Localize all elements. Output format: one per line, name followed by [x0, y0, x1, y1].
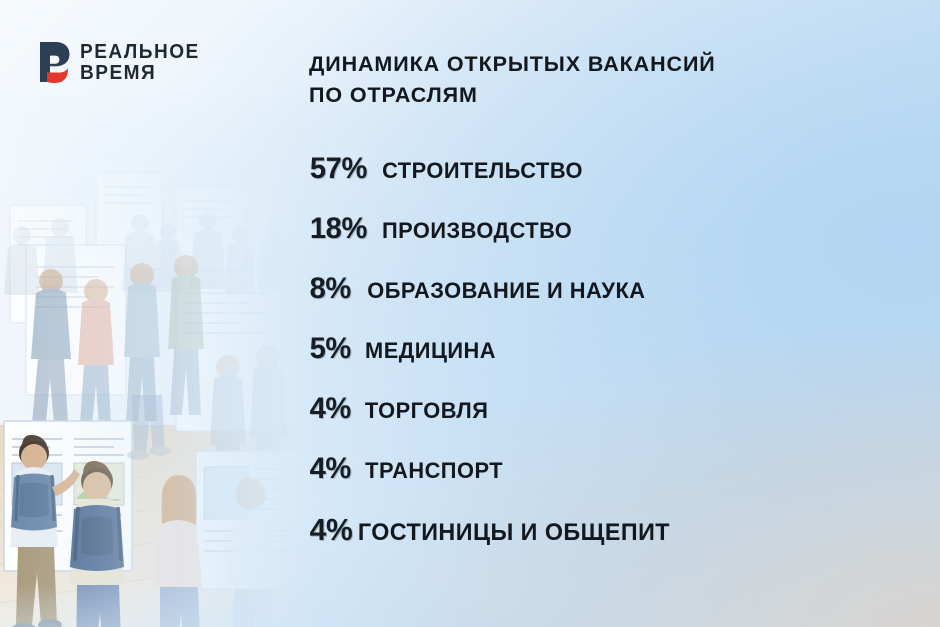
career-fair-photo: [0, 95, 330, 627]
stat-label: ГОСТИНИЦЫ И ОБЩЕПИТ: [357, 519, 671, 546]
list-item: 18% ПРОИЗВОДСТВО: [309, 212, 909, 272]
stat-percent: 4%: [309, 512, 353, 547]
stat-percent: 18%: [309, 212, 367, 245]
brand-logo[interactable]: РЕАЛЬНОЕ ВРЕМЯ: [38, 41, 209, 84]
stat-label: ТОРГОВЛЯ: [364, 398, 488, 423]
stat-label: ПРОИЗВОДСТВО: [381, 218, 573, 243]
stat-percent: 4%: [309, 392, 352, 425]
list-item: 4% ГОСТИНИЦЫ И ОБЩЕПИТ: [309, 512, 909, 572]
realnoe-vremya-logo-icon: [40, 42, 70, 83]
stat-label: СТРОИТЕЛЬСТВО: [381, 158, 583, 183]
stat-label: МЕДИЦИНА: [364, 338, 496, 363]
stat-percent: 4%: [309, 452, 352, 485]
list-item: 8% ОБРАЗОВАНИЕ И НАУКА: [309, 272, 909, 332]
title-line-1: ДИНАМИКА ОТКРЫТЫХ ВАКАНСИЙ: [309, 52, 716, 77]
stat-percent: 5%: [309, 332, 352, 365]
logo-text-line2: ВРЕМЯ: [80, 60, 157, 84]
stat-label: ОБРАЗОВАНИЕ И НАУКА: [366, 278, 646, 303]
page-title: ДИНАМИКА ОТКРЫТЫХ ВАКАНСИЙ ПО ОТРАСЛЯМ: [309, 49, 869, 110]
stat-percent: 57%: [309, 152, 367, 185]
list-item: 4% ТРАНСПОРТ: [309, 452, 909, 512]
logo-text-line1: РЕАЛЬНОЕ: [80, 40, 200, 64]
stat-percent: 8%: [309, 272, 352, 305]
industry-stat-list: 57% СТРОИТЕЛЬСТВО 18% ПРОИЗВОДСТВО 8% ОБ…: [309, 152, 909, 572]
stat-label: ТРАНСПОРТ: [364, 458, 503, 483]
list-item: 57% СТРОИТЕЛЬСТВО: [309, 152, 909, 212]
list-item: 5% МЕДИЦИНА: [309, 332, 909, 392]
list-item: 4% ТОРГОВЛЯ: [309, 392, 909, 452]
title-line-2: ПО ОТРАСЛЯМ: [309, 82, 478, 107]
